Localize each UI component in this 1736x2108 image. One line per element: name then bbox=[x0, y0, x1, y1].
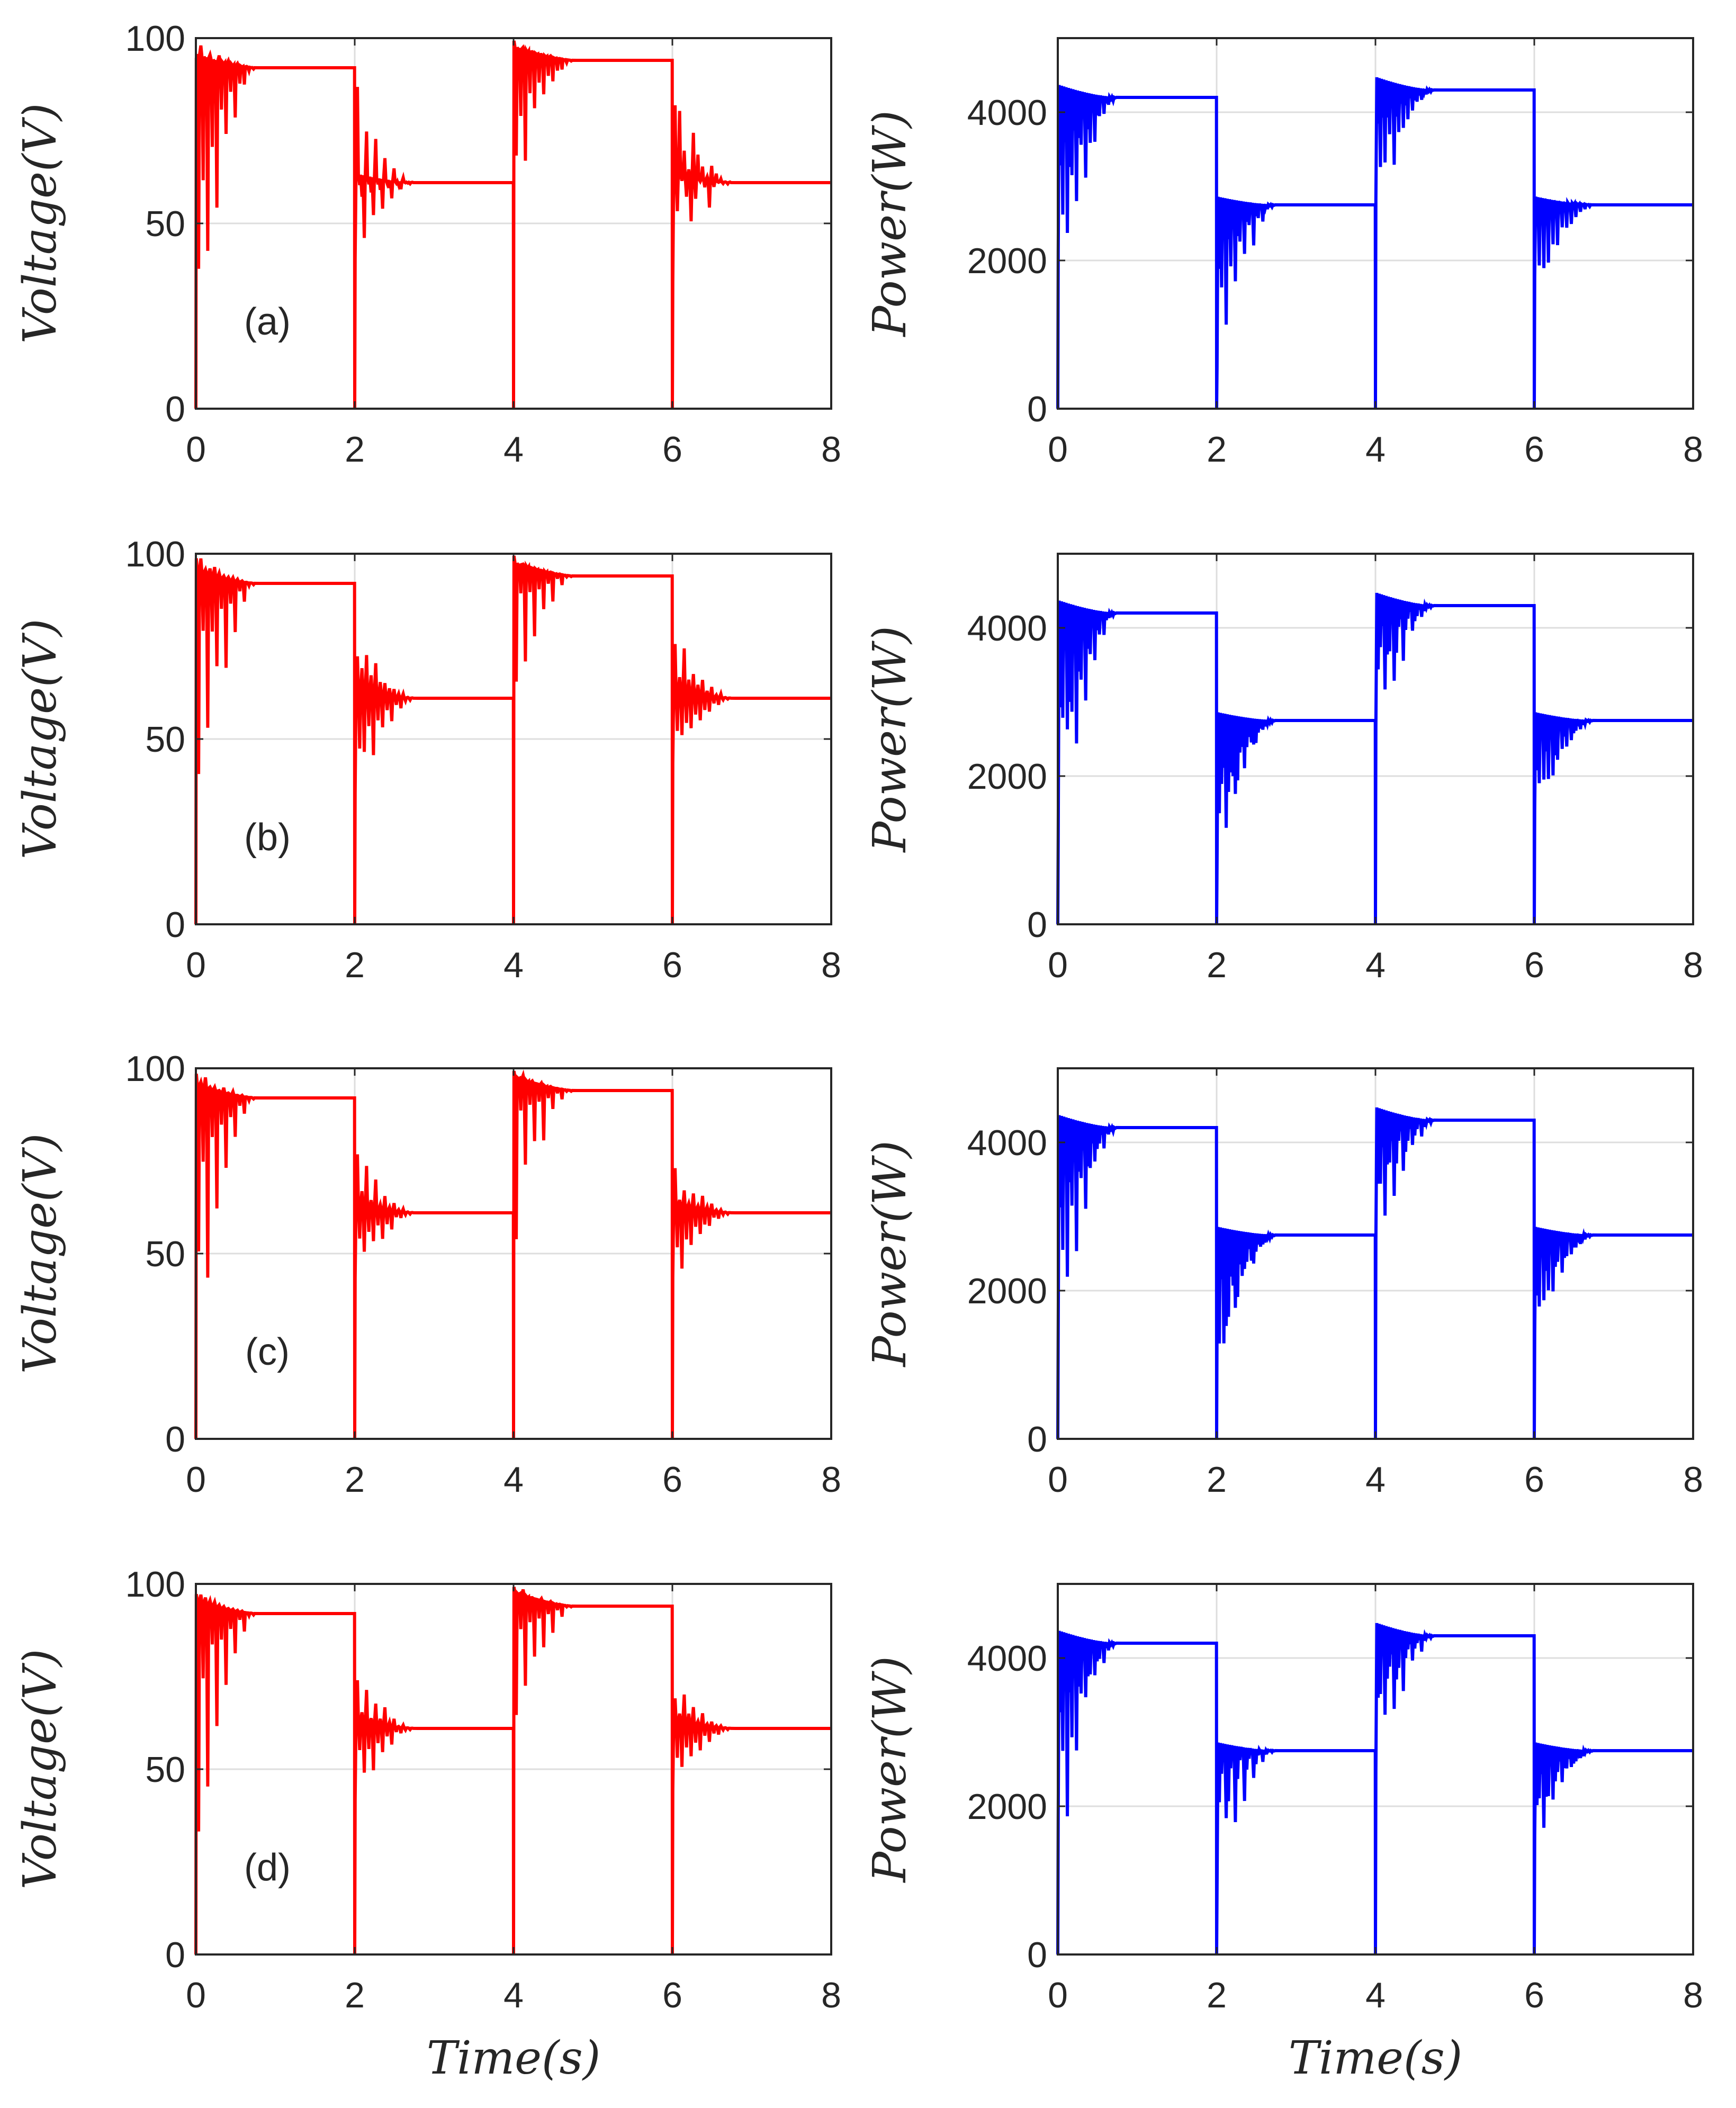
y-tick-label: 0 bbox=[1027, 905, 1047, 945]
y-tick-label: 100 bbox=[125, 1049, 185, 1089]
chart-panel-1-voltage: 0 2 4 6 8 0 50 100 Voltage(V) (a) bbox=[14, 19, 841, 470]
series-line-voltage bbox=[194, 1587, 831, 1955]
y-tick-label: 4000 bbox=[967, 1638, 1047, 1679]
x-tick-label: 6 bbox=[1524, 429, 1544, 470]
x-tick-label: 0 bbox=[1048, 429, 1068, 470]
y-tick-label: 50 bbox=[145, 204, 185, 244]
series-line-power bbox=[1056, 1623, 1693, 1955]
x-tick-label: 8 bbox=[1683, 1460, 1703, 1500]
y-axis-title: Voltage(V) bbox=[14, 1133, 67, 1374]
series-line-voltage bbox=[194, 1069, 831, 1439]
y-tick-label: 0 bbox=[165, 1419, 185, 1460]
x-tick-label: 2 bbox=[1207, 1460, 1227, 1500]
x-tick-label: 0 bbox=[1048, 945, 1068, 985]
x-tick-label: 0 bbox=[1048, 1975, 1068, 2015]
x-tick-label: 8 bbox=[821, 429, 841, 470]
x-tick-label: 8 bbox=[1683, 945, 1703, 985]
y-tick-label: 4000 bbox=[967, 93, 1047, 133]
y-tick-label: 0 bbox=[165, 389, 185, 429]
y-axis-title: Power(W) bbox=[863, 626, 916, 853]
series-line-voltage bbox=[194, 40, 831, 409]
y-tick-label: 100 bbox=[125, 1564, 185, 1605]
chart-panel-2-voltage: 0 2 4 6 8 0 50 100 Voltage(V) (b) bbox=[14, 534, 841, 985]
x-tick-label: 4 bbox=[503, 1975, 524, 2015]
x-tick-label: 0 bbox=[186, 1975, 206, 2015]
x-tick-label: 2 bbox=[1207, 1975, 1227, 2015]
panel-tag: (d) bbox=[244, 1846, 291, 1889]
y-tick-label: 50 bbox=[145, 1234, 185, 1274]
chart-panel-1-power: 0 2 4 6 8 0 2000 4000 Power(W) bbox=[863, 37, 1703, 470]
y-tick-label: 2000 bbox=[967, 1271, 1047, 1311]
y-axis-title: Power(W) bbox=[863, 1656, 916, 1883]
series-line-power bbox=[1056, 592, 1693, 925]
series-line-power bbox=[1056, 1107, 1693, 1439]
x-tick-label: 8 bbox=[821, 1460, 841, 1500]
y-tick-label: 100 bbox=[125, 19, 185, 59]
x-tick-label: 2 bbox=[345, 429, 365, 470]
x-axis-title: Time(s) bbox=[1289, 2032, 1463, 2085]
x-tick-label: 0 bbox=[1048, 1460, 1068, 1500]
x-tick-label: 6 bbox=[662, 1460, 682, 1500]
x-tick-label: 2 bbox=[345, 1460, 365, 1500]
x-tick-label: 2 bbox=[1207, 945, 1227, 985]
x-tick-label: 2 bbox=[1207, 429, 1227, 470]
x-tick-label: 6 bbox=[662, 429, 682, 470]
x-tick-label: 0 bbox=[186, 1460, 206, 1500]
x-tick-label: 2 bbox=[345, 1975, 365, 2015]
x-tick-label: 2 bbox=[345, 945, 365, 985]
chart-panel-3-voltage: 0 2 4 6 8 0 50 100 Voltage(V) (c) bbox=[14, 1049, 841, 1500]
x-tick-label: 4 bbox=[503, 429, 524, 470]
panel-tag: (c) bbox=[245, 1331, 290, 1373]
x-tick-label: 4 bbox=[1365, 945, 1386, 985]
series-line-power bbox=[1056, 77, 1693, 409]
chart-panel-2-power: 0 2 4 6 8 0 2000 4000 Power(W) bbox=[863, 553, 1703, 985]
y-tick-label: 0 bbox=[1027, 1419, 1047, 1460]
panel-tag: (b) bbox=[244, 816, 291, 859]
x-tick-label: 8 bbox=[1683, 429, 1703, 470]
x-tick-label: 4 bbox=[1365, 429, 1386, 470]
panel-tag: (a) bbox=[244, 301, 291, 343]
series-line-voltage bbox=[194, 555, 831, 925]
y-tick-label: 0 bbox=[165, 1935, 185, 1975]
y-tick-label: 2000 bbox=[967, 1787, 1047, 1827]
x-tick-label: 6 bbox=[1524, 1975, 1544, 2015]
y-tick-label: 0 bbox=[165, 905, 185, 945]
x-tick-label: 4 bbox=[503, 945, 524, 985]
y-axis-title: Power(W) bbox=[863, 110, 916, 337]
y-tick-label: 0 bbox=[1027, 389, 1047, 429]
y-tick-label: 0 bbox=[1027, 1935, 1047, 1975]
y-tick-label: 2000 bbox=[967, 756, 1047, 797]
x-tick-label: 8 bbox=[821, 1975, 841, 2015]
y-axis-title: Power(W) bbox=[863, 1140, 916, 1367]
x-tick-label: 4 bbox=[503, 1460, 524, 1500]
x-tick-label: 8 bbox=[1683, 1975, 1703, 2015]
x-tick-label: 6 bbox=[1524, 1460, 1544, 1500]
x-tick-label: 6 bbox=[662, 945, 682, 985]
y-tick-label: 4000 bbox=[967, 608, 1047, 648]
y-tick-label: 50 bbox=[145, 719, 185, 760]
x-tick-label: 4 bbox=[1365, 1460, 1386, 1500]
chart-panel-4-voltage: 0 2 4 6 8 0 50 100 Voltage(V) Time(s) (d) bbox=[14, 1564, 841, 2085]
chart-panel-4-power: 0 2 4 6 8 0 2000 4000 Power(W) Time(s) bbox=[863, 1583, 1703, 2085]
x-tick-label: 8 bbox=[821, 945, 841, 985]
y-axis-title: Voltage(V) bbox=[14, 1649, 67, 1889]
y-tick-label: 100 bbox=[125, 534, 185, 574]
x-tick-label: 4 bbox=[1365, 1975, 1386, 2015]
y-axis-title: Voltage(V) bbox=[14, 103, 67, 344]
x-tick-label: 0 bbox=[186, 429, 206, 470]
x-tick-label: 6 bbox=[662, 1975, 682, 2015]
chart-panel-3-power: 0 2 4 6 8 0 2000 4000 Power(W) bbox=[863, 1067, 1703, 1500]
y-tick-label: 2000 bbox=[967, 241, 1047, 281]
x-tick-label: 0 bbox=[186, 945, 206, 985]
y-tick-label: 4000 bbox=[967, 1123, 1047, 1163]
x-tick-label: 6 bbox=[1524, 945, 1544, 985]
x-axis-title: Time(s) bbox=[427, 2032, 601, 2085]
y-axis-title: Voltage(V) bbox=[14, 619, 67, 859]
y-tick-label: 50 bbox=[145, 1750, 185, 1790]
